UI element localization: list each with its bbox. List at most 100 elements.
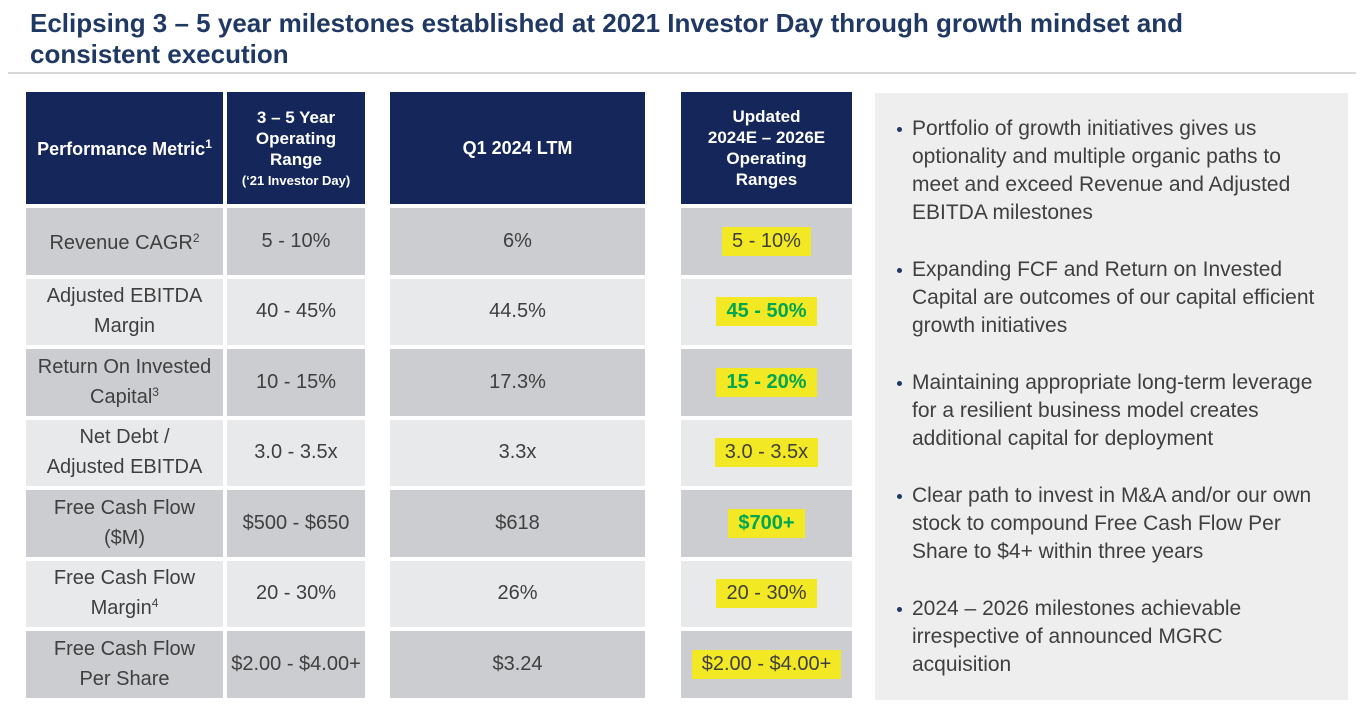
ltm-value-cell: 17.3% [390, 349, 645, 416]
range-value: $500 - $650 [242, 511, 350, 534]
bullet-item: 2024 – 2026 milestones achievable irresp… [893, 595, 1320, 679]
range-value-cell: 3.0 - 3.5x [227, 419, 365, 486]
header-q1-2024-ltm: Q1 2024 LTM [390, 92, 645, 204]
bullet-dot-icon [897, 381, 902, 386]
bullet-item: Maintaining appropriate long-term levera… [893, 369, 1320, 453]
header-text: 3 – 5 Year Operating Range [255, 108, 337, 169]
header-operating-range: 3 – 5 Year Operating Range (‘21 Investor… [227, 92, 365, 204]
metric-cell: Net Debt / Adjusted EBITDA [26, 419, 223, 486]
range-value-cell: 40 - 45% [227, 278, 365, 345]
updated-value-cell: 15 - 20% [681, 349, 852, 416]
range-value: 10 - 15% [255, 370, 337, 393]
footnote-sup: 2 [192, 231, 200, 246]
metric-text: Free Cash Flow Per Share [53, 637, 196, 690]
metric-text: Adjusted EBITDA Margin [46, 285, 203, 338]
header-subtext: (‘21 Investor Day) [241, 173, 351, 188]
ltm-value-cell: 3.3x [390, 419, 645, 486]
slide-title: Eclipsing 3 – 5 year milestones establis… [30, 8, 1183, 70]
range-value-cell: 5 - 10% [227, 208, 365, 275]
metric-text: Free Cash Flow Margin [53, 567, 196, 620]
updated-value-cell: 20 - 30% [681, 560, 852, 627]
footnote-sup: 3 [152, 384, 159, 399]
highlighted-value: 20 - 30% [716, 579, 817, 609]
range-value: 40 - 45% [255, 300, 337, 323]
footnote-sup: 4 [151, 596, 159, 611]
metric-label: Free Cash Flow Per Share [26, 637, 223, 692]
metric-text: Net Debt / Adjusted EBITDA [46, 426, 203, 479]
range-value-cell: 10 - 15% [227, 349, 365, 416]
bullet-dot-icon [897, 127, 902, 132]
ltm-value-cell: $3.24 [390, 631, 645, 698]
metric-cell: Adjusted EBITDA Margin [26, 278, 223, 345]
bullet-text: Clear path to invest in M&A and/or our o… [912, 484, 1312, 563]
range-value-cell: $2.00 - $4.00+ [227, 631, 365, 698]
ltm-value: 3.3x [498, 441, 537, 464]
bullet-dot-icon [897, 494, 902, 499]
range-value-cell: $500 - $650 [227, 490, 365, 557]
ltm-value-cell: $618 [390, 490, 645, 557]
metric-cell: Free Cash Flow Margin4 [26, 560, 223, 627]
slide-title-line1: Eclipsing 3 – 5 year milestones establis… [30, 8, 1184, 38]
bullet-text: 2024 – 2026 milestones achievable irresp… [912, 597, 1242, 676]
ltm-value-cell: 6% [390, 208, 645, 275]
metric-cell: Revenue CAGR2 [26, 208, 223, 275]
header-text: Updated 2024E – 2026E Operating Ranges [707, 107, 826, 189]
ltm-value-cell: 26% [390, 560, 645, 627]
bullet-text: Maintaining appropriate long-term levera… [912, 371, 1313, 450]
bullet-text: Portfolio of growth initiatives gives us… [912, 117, 1291, 224]
header-performance-metric: Performance Metric1 [26, 92, 223, 204]
metric-cell: Free Cash Flow Per Share [26, 631, 223, 698]
header-text: Q1 2024 LTM [462, 137, 573, 158]
ltm-value-cell: 44.5% [390, 278, 645, 345]
header-text: Performance Metric [37, 138, 206, 159]
highlighted-value: 3.0 - 3.5x [714, 438, 819, 468]
title-underline [8, 72, 1356, 74]
ltm-value: $618 [495, 511, 540, 534]
ltm-value: $3.24 [492, 652, 543, 675]
highlighted-value: $2.00 - $4.00+ [691, 649, 842, 679]
ltm-value: 17.3% [489, 370, 546, 393]
slide-title-line2: consistent execution [30, 39, 289, 69]
metric-cell: Return On Invested Capital3 [26, 349, 223, 416]
range-value-cell: 20 - 30% [227, 560, 365, 627]
col-operating-range: 3 – 5 Year Operating Range (‘21 Investor… [227, 92, 365, 702]
col-q1-2024-ltm: Q1 2024 LTM 6% 44.5% 17.3% 3.3x $618 26%… [390, 92, 645, 702]
updated-value-cell: $700+ [681, 490, 852, 557]
metric-label: Return On Invested Capital3 [26, 355, 223, 410]
highlighted-value: $700+ [728, 508, 805, 538]
updated-value-cell: 5 - 10% [681, 208, 852, 275]
updated-value-cell: $2.00 - $4.00+ [681, 631, 852, 698]
ltm-value: 6% [503, 229, 532, 252]
col-performance-metric: Performance Metric1 Revenue CAGR2 Adjust… [26, 92, 223, 702]
bullet-item: Clear path to invest in M&A and/or our o… [893, 482, 1320, 566]
range-value: 3.0 - 3.5x [254, 441, 338, 464]
range-value: 5 - 10% [261, 229, 331, 252]
metric-text: Free Cash Flow ($M) [53, 496, 196, 549]
metric-text: Return On Invested Capital [37, 355, 212, 408]
range-value: $2.00 - $4.00+ [231, 652, 361, 675]
metric-label: Adjusted EBITDA Margin [26, 284, 223, 339]
bullet-text: Expanding FCF and Return on Invested Cap… [912, 258, 1315, 337]
updated-value-cell: 45 - 50% [681, 278, 852, 345]
highlighted-value: 15 - 20% [716, 367, 817, 397]
metric-label: Free Cash Flow ($M) [26, 496, 223, 551]
metric-cell: Free Cash Flow ($M) [26, 490, 223, 557]
range-value: 20 - 30% [255, 582, 337, 605]
updated-value-cell: 3.0 - 3.5x [681, 419, 852, 486]
ltm-value: 26% [497, 582, 538, 605]
header-updated-ranges: Updated 2024E – 2026E Operating Ranges [681, 92, 852, 204]
header-label: Performance Metric1 [37, 137, 212, 160]
bullet-dot-icon [897, 607, 902, 612]
footnote-sup: 1 [205, 136, 212, 151]
bullet-item: Expanding FCF and Return on Invested Cap… [893, 256, 1320, 340]
highlighted-value: 5 - 10% [722, 226, 811, 256]
col-updated-ranges: Updated 2024E – 2026E Operating Ranges 5… [681, 92, 852, 702]
highlighted-value: 45 - 50% [716, 297, 817, 327]
bullet-dot-icon [897, 268, 902, 273]
commentary-panel: Portfolio of growth initiatives gives us… [875, 93, 1348, 700]
metric-label: Net Debt / Adjusted EBITDA [26, 425, 223, 480]
metric-text: Revenue CAGR [49, 232, 193, 255]
metric-label: Free Cash Flow Margin4 [26, 566, 223, 621]
bullet-item: Portfolio of growth initiatives gives us… [893, 115, 1320, 227]
